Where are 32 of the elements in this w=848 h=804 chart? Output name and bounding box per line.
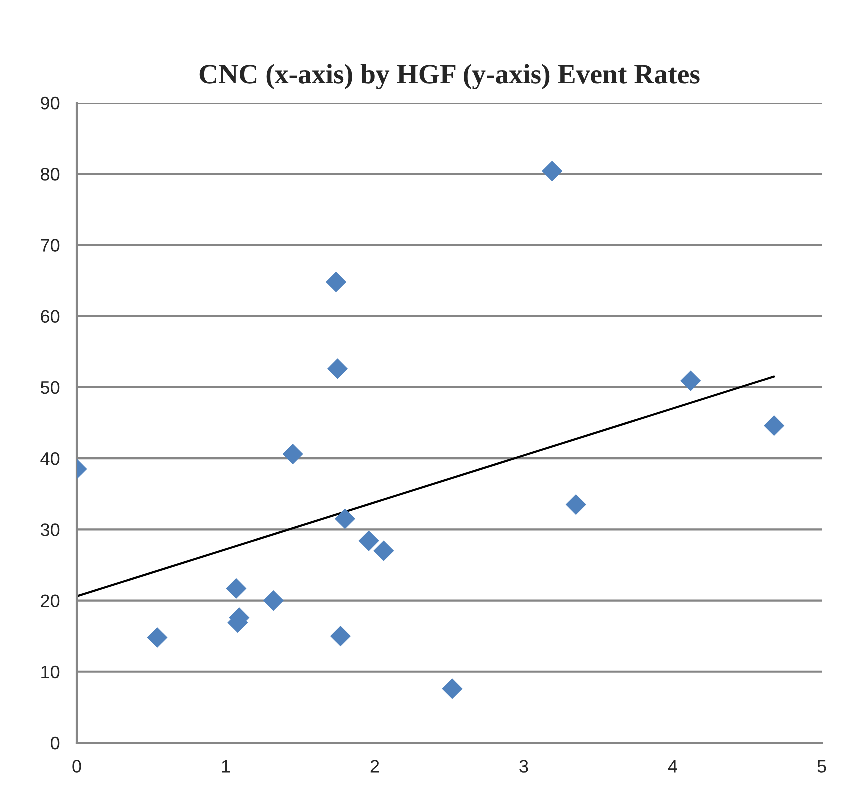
point xyxy=(442,678,463,700)
y-tick-label: 70 xyxy=(41,239,60,252)
point xyxy=(566,494,586,516)
point xyxy=(326,272,347,292)
x-tick-label: 2 xyxy=(370,760,380,773)
point xyxy=(147,627,168,648)
point xyxy=(374,540,394,562)
point xyxy=(263,590,284,612)
x-tick-label: 5 xyxy=(818,760,826,773)
point xyxy=(334,508,356,530)
y-tick-label: 80 xyxy=(41,168,60,181)
y-tick-label: 30 xyxy=(40,524,60,536)
point xyxy=(358,530,380,552)
x-tick-label: 1 xyxy=(222,760,230,773)
y-tick-label: 20 xyxy=(41,594,60,608)
y-tick-label: 50 xyxy=(40,381,60,394)
x-tick-label: 4 xyxy=(668,760,678,773)
point xyxy=(542,160,563,182)
x-tick-label: 0 xyxy=(72,760,82,773)
point xyxy=(330,626,352,647)
point xyxy=(226,578,247,599)
point xyxy=(764,416,785,436)
point xyxy=(327,358,348,380)
point xyxy=(680,370,702,392)
x-tick-label: 3 xyxy=(520,760,528,773)
y-tick-label: 0 xyxy=(51,736,60,750)
y-tick-label: 90 xyxy=(41,96,60,110)
point xyxy=(282,444,304,465)
y-tick-label: 40 xyxy=(40,452,60,466)
y-tick-label: 10 xyxy=(42,666,60,679)
y-tick-label: 60 xyxy=(41,310,60,324)
chart-title: CNC (x-axis) by HGF (y-axis) Event Rates xyxy=(200,64,700,90)
